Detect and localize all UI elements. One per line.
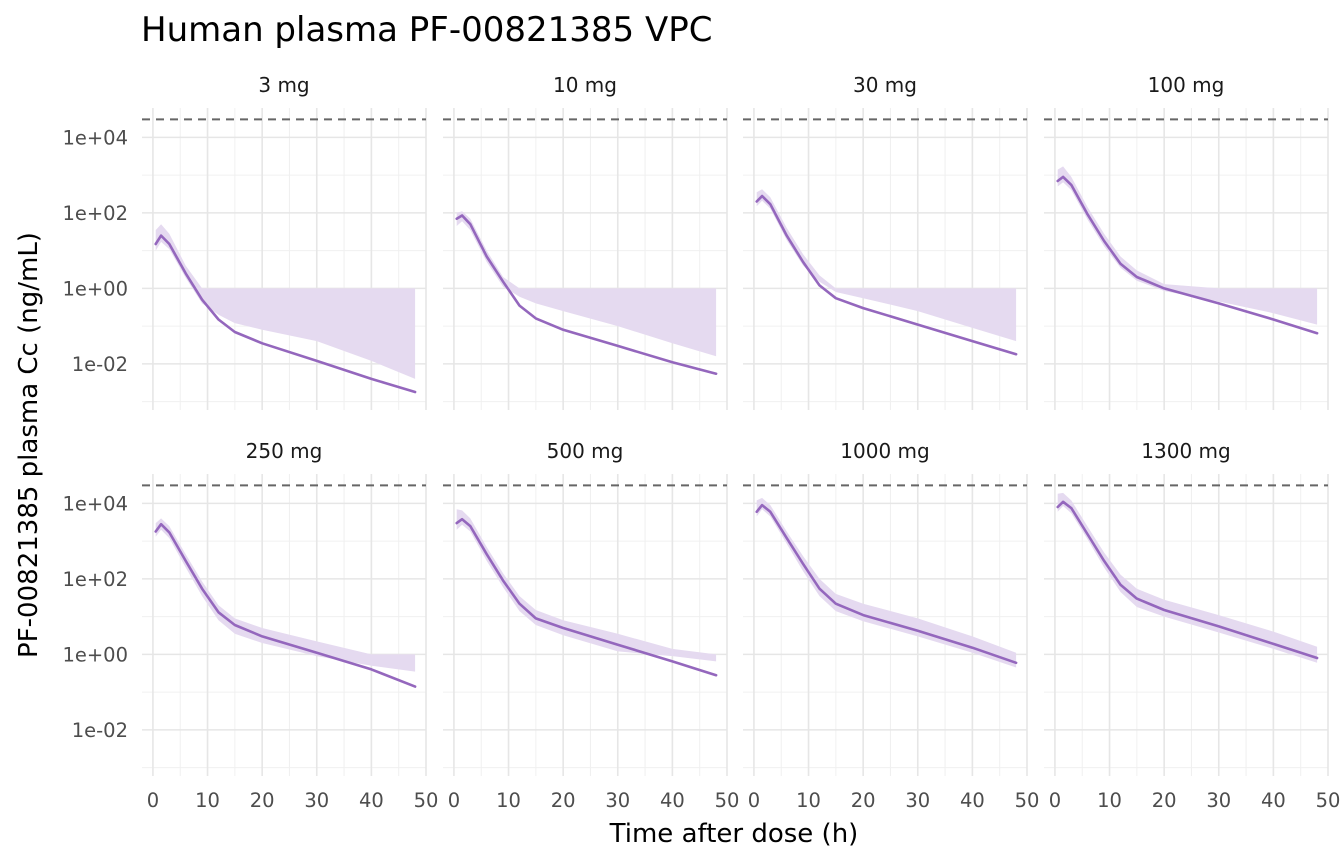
median-line (154, 234, 417, 394)
median-line (455, 214, 718, 376)
panel-30-mg: 30 mg (743, 73, 1028, 410)
x-tick-label: 40 (960, 789, 985, 812)
chart-title: Human plasma PF-00821385 VPC (141, 10, 712, 50)
strip-label: 30 mg (853, 73, 917, 97)
x-tick-label: 30 (304, 789, 329, 812)
x-tick-label: 40 (1261, 789, 1286, 812)
y-tick-label: 1e+02 (62, 568, 128, 591)
strip-label: 250 mg (246, 439, 323, 463)
x-tick-label: 20 (851, 789, 876, 812)
x-tick-label: 50 (715, 789, 740, 812)
x-tick-label: 20 (1152, 789, 1177, 812)
x-tick-label: 50 (414, 789, 439, 812)
median-line (755, 194, 1018, 356)
x-tick-label: 50 (1015, 789, 1040, 812)
prediction-band (155, 224, 416, 379)
prediction-band (756, 189, 1017, 342)
x-tick-label: 0 (748, 789, 760, 812)
y-tick-label: 1e+02 (62, 202, 128, 225)
median-line (455, 517, 718, 677)
y-tick-label: 1e-02 (72, 353, 128, 376)
median-line (1056, 500, 1319, 660)
prediction-band (756, 497, 1017, 668)
median-line (154, 522, 417, 688)
x-tick-label: 10 (1097, 789, 1122, 812)
prediction-band (1057, 492, 1318, 663)
facet-panels: 3 mg 1e-02 1e+00 1e+02 1e+04 10 mg 30 mg 100 mg… (62, 73, 1340, 812)
x-tick-label: 20 (250, 789, 275, 812)
median-line (755, 503, 1018, 665)
strip-label: 10 mg (553, 73, 617, 97)
y-tick-label: 1e+00 (62, 277, 128, 300)
x-tick-label: 20 (551, 789, 576, 812)
x-tick-label: 0 (147, 789, 159, 812)
panel-500-mg: 500 mg 0 10 20 30 40 50 (443, 439, 739, 812)
strip-label: 1000 mg (840, 439, 929, 463)
strip-label: 100 mg (1148, 73, 1225, 97)
x-axis-title: Time after dose (h) (609, 819, 859, 849)
prediction-band (1057, 166, 1318, 325)
x-tick-label: 0 (1049, 789, 1061, 812)
x-tick-label: 30 (1206, 789, 1231, 812)
strip-label: 500 mg (547, 439, 624, 463)
x-tick-label: 10 (195, 789, 220, 812)
y-tick-label: 1e+00 (62, 643, 128, 666)
prediction-band (456, 509, 717, 662)
x-tick-label: 50 (1316, 789, 1341, 812)
prediction-band (456, 211, 717, 357)
x-tick-label: 10 (496, 789, 521, 812)
x-tick-label: 0 (448, 789, 460, 812)
y-tick-label: 1e+04 (62, 126, 128, 149)
x-tick-label: 30 (605, 789, 630, 812)
x-tick-label: 40 (660, 789, 685, 812)
y-tick-label: 1e-02 (72, 719, 128, 742)
panel-3-mg: 3 mg 1e-02 1e+00 1e+02 1e+04 (62, 73, 427, 410)
strip-label: 3 mg (258, 73, 309, 97)
x-tick-label: 30 (905, 789, 930, 812)
median-line (1056, 175, 1319, 335)
x-tick-label: 40 (359, 789, 384, 812)
panel-250-mg: 250 mg 1e-02 1e+00 1e+02 1e+04 0 10 20 30 40 50 (62, 439, 438, 812)
strip-label: 1300 mg (1141, 439, 1230, 463)
panel-100-mg: 100 mg (1044, 73, 1329, 410)
panel-1300-mg: 1300 mg 0 10 20 30 40 50 (1044, 439, 1340, 812)
x-tick-label: 10 (796, 789, 821, 812)
panel-1000-mg: 1000 mg 0 10 20 30 40 50 (743, 439, 1039, 812)
y-axis-title: PF-00821385 plasma Cc (ng/mL) (14, 232, 44, 658)
y-tick-label: 1e+04 (62, 492, 128, 515)
panel-10-mg: 10 mg (443, 73, 728, 410)
